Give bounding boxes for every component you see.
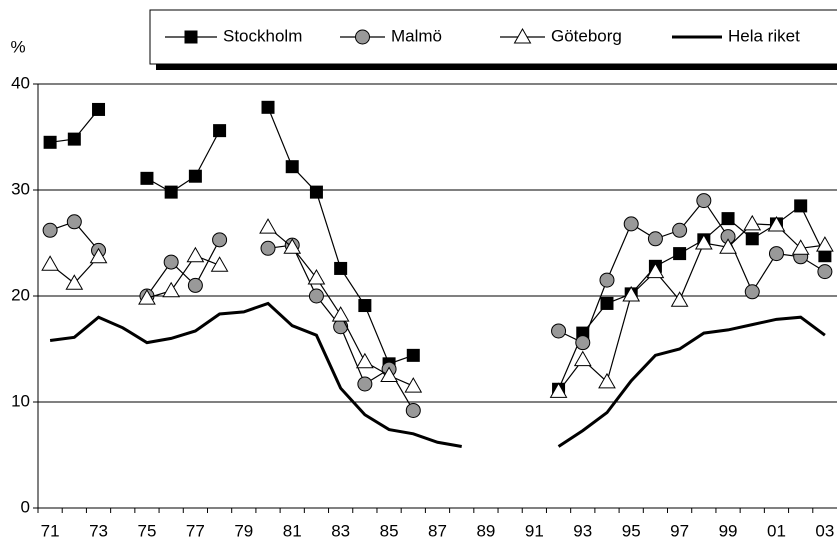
- marker-triangle: [622, 285, 641, 302]
- marker-square: [261, 100, 275, 114]
- marker-circle: [42, 222, 58, 238]
- marker-circle: [357, 376, 373, 392]
- series-line: [49, 199, 826, 411]
- marker-square: [794, 199, 808, 213]
- x-tick-label: 89: [476, 521, 495, 540]
- marker-triangle: [210, 256, 229, 272]
- legend-label: Malmö: [391, 26, 442, 45]
- marker-circle: [672, 222, 688, 238]
- marker-circle: [163, 254, 179, 270]
- marker-triangle: [41, 255, 59, 271]
- marker-square: [673, 247, 687, 261]
- marker-triangle: [573, 350, 592, 367]
- marker-triangle: [694, 233, 713, 250]
- marker-triangle: [404, 377, 423, 393]
- marker-square: [92, 102, 106, 116]
- marker-circle: [212, 232, 228, 248]
- legend-label: Göteborg: [551, 26, 622, 45]
- y-axis-label: %: [10, 37, 25, 56]
- marker-square: [406, 348, 420, 362]
- x-tick-label: 93: [573, 521, 592, 540]
- marker-triangle: [283, 238, 302, 254]
- marker-circle: [647, 231, 663, 247]
- marker-circle: [66, 214, 82, 230]
- y-tick-label: 0: [21, 497, 30, 516]
- marker-triangle: [89, 247, 108, 264]
- marker-square: [67, 132, 81, 146]
- marker-circle: [744, 284, 760, 300]
- marker-circle: [187, 277, 203, 293]
- marker-square: [43, 135, 57, 149]
- marker-triangle: [307, 268, 326, 285]
- x-tick-label: 99: [719, 521, 738, 540]
- marker-triangle: [356, 352, 374, 369]
- legend: Stockholm Malmö Göteborg Hela riket: [149, 9, 837, 70]
- marker-square: [745, 232, 759, 246]
- marker-square: [188, 169, 202, 183]
- marker-circle: [696, 193, 712, 209]
- marker-circle: [260, 240, 276, 256]
- marker-triangle: [743, 214, 762, 231]
- x-tick-label: 73: [89, 521, 108, 540]
- marker-triangle: [138, 289, 156, 305]
- marker-circle: [599, 272, 615, 288]
- marker-triangle: [331, 306, 350, 322]
- marker-triangle: [186, 246, 205, 263]
- marker-circle: [308, 288, 324, 304]
- x-tick-label: 91: [525, 521, 544, 540]
- marker-circle: [333, 319, 349, 335]
- marker-square: [358, 299, 372, 313]
- marker-square: [213, 124, 227, 138]
- marker-triangle: [791, 239, 810, 255]
- legend-box: [149, 9, 837, 65]
- x-tick-label: 83: [331, 521, 350, 540]
- series-line: [49, 301, 826, 448]
- marker-square: [164, 185, 178, 199]
- marker-square: [184, 30, 198, 44]
- y-tick-label: 20: [11, 285, 30, 304]
- x-tick-label: 85: [380, 521, 399, 540]
- marker-triangle: [670, 291, 689, 307]
- x-tick-label: 75: [137, 521, 156, 540]
- legend-label: Hela riket: [728, 26, 800, 45]
- marker-square: [140, 171, 154, 185]
- marker-triangle: [380, 366, 398, 382]
- x-tick-label: 97: [670, 521, 689, 540]
- x-tick-label: 03: [815, 521, 834, 540]
- marker-triangle: [816, 236, 834, 252]
- x-tick-label: 77: [186, 521, 205, 540]
- x-tick-label: 87: [428, 521, 447, 540]
- marker-triangle: [549, 382, 568, 398]
- marker-circle: [405, 402, 421, 418]
- x-tick-label: 71: [41, 521, 60, 540]
- marker-square: [721, 212, 735, 226]
- marker-triangle: [767, 215, 786, 232]
- x-tick-label: 79: [234, 521, 253, 540]
- y-tick-label: 40: [11, 73, 30, 92]
- marker-triangle: [259, 218, 277, 234]
- marker-triangle: [646, 262, 665, 279]
- legend-label: Stockholm: [223, 26, 302, 45]
- x-tick-label: 01: [767, 521, 786, 540]
- x-tick-label: 81: [283, 521, 302, 540]
- marker-triangle: [162, 281, 181, 298]
- marker-circle: [575, 335, 591, 351]
- marker-circle: [817, 264, 833, 280]
- marker-triangle: [513, 27, 532, 44]
- marker-triangle: [598, 372, 616, 389]
- marker-square: [309, 185, 323, 199]
- marker-circle: [551, 323, 567, 339]
- marker-circle: [355, 29, 370, 45]
- marker-square: [600, 296, 614, 310]
- marker-square: [285, 160, 299, 174]
- y-tick-label: 10: [11, 391, 30, 410]
- marker-square: [334, 261, 348, 275]
- marker-circle: [623, 216, 639, 232]
- marker-triangle: [719, 238, 737, 254]
- marker-circle: [768, 246, 784, 262]
- y-tick-label: 30: [11, 179, 30, 198]
- marker-triangle: [65, 274, 84, 290]
- x-tick-label: 95: [622, 521, 641, 540]
